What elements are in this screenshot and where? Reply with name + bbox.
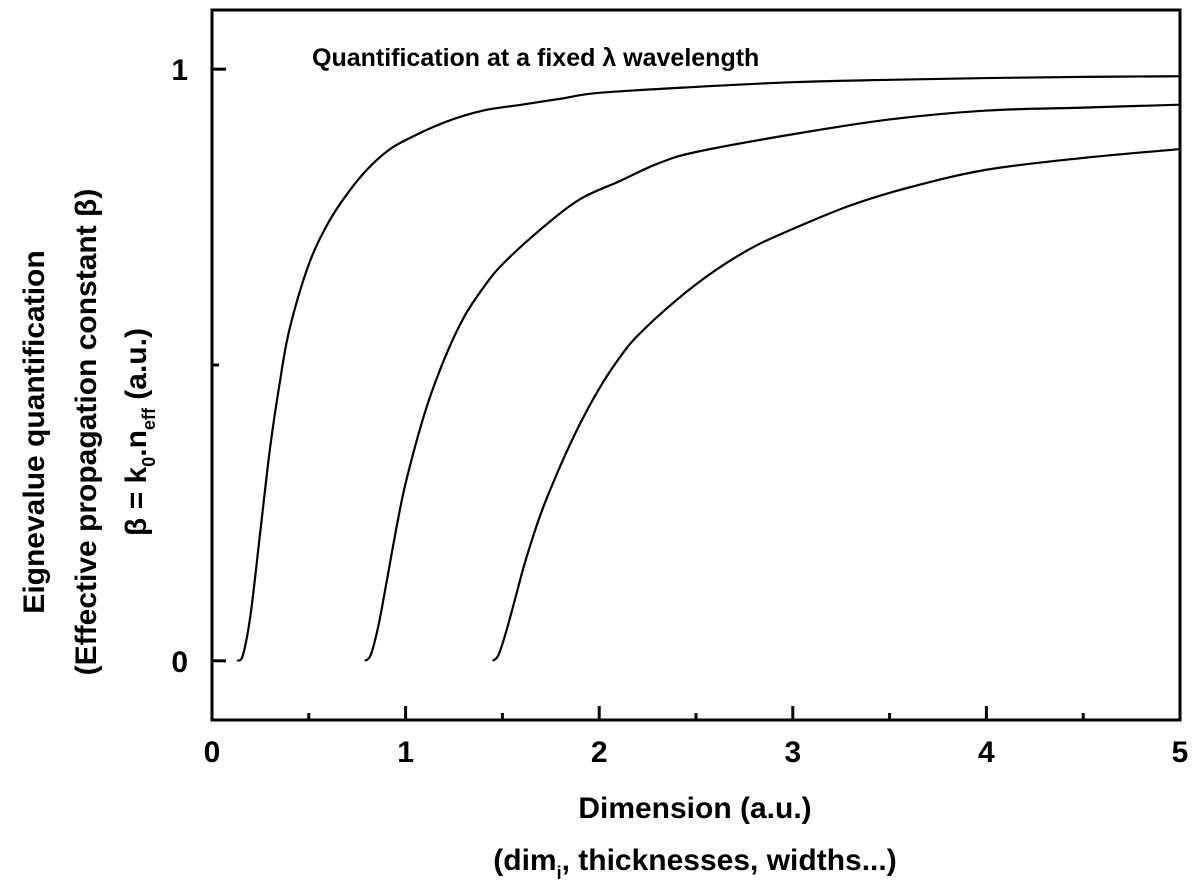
x-sublabel-main: (dim bbox=[493, 844, 556, 877]
x-tick-label: 3 bbox=[784, 736, 801, 769]
chart-title: Quantification at a fixed λ wavelength bbox=[312, 44, 759, 72]
series-line-2 bbox=[364, 103, 1181, 662]
x-sublabel-sub: i bbox=[557, 863, 562, 883]
y-axis-label-group: Eignevalue quantification bbox=[18, 250, 51, 613]
formula-mid: .n bbox=[120, 430, 153, 457]
formula-beta: β = k bbox=[120, 466, 153, 536]
x-tick-label: 5 bbox=[1172, 736, 1189, 769]
y-axis-formula: β = k0.neff (a.u.) bbox=[120, 328, 159, 536]
formula-k-sub: 0 bbox=[139, 457, 159, 467]
x-axis-sublabel: (dimi, thicknesses, widths...) bbox=[493, 844, 896, 883]
formula-n-sub: eff bbox=[139, 407, 159, 430]
y-axis-formula-group: β = k0.neff (a.u.) bbox=[120, 328, 159, 536]
y-axis-sublabel: (Effective propagation constant β) bbox=[70, 189, 103, 676]
x-tick-label: 4 bbox=[978, 736, 995, 769]
series-line-1 bbox=[236, 75, 1181, 662]
y-axis-sublabel-group: (Effective propagation constant β) bbox=[70, 189, 103, 676]
y-axis-ticks: 01 bbox=[171, 54, 226, 679]
x-tick-label: 0 bbox=[204, 736, 221, 769]
x-tick-label: 2 bbox=[591, 736, 608, 769]
y-tick-label: 1 bbox=[171, 54, 188, 87]
x-sublabel-rest: , thicknesses, widths...) bbox=[562, 844, 897, 877]
plot-frame bbox=[210, 8, 1182, 722]
series-group bbox=[236, 75, 1181, 662]
x-axis-ticks: 0 1 2 3 4 5 bbox=[204, 706, 1189, 769]
x-tick-label: 1 bbox=[397, 736, 414, 769]
formula-end: (a.u.) bbox=[120, 328, 153, 408]
series-line-3 bbox=[491, 147, 1181, 662]
x-axis-label: Dimension (a.u.) bbox=[578, 792, 811, 825]
y-axis-label: Eignevalue quantification bbox=[18, 250, 51, 613]
y-tick-label: 0 bbox=[171, 646, 188, 679]
